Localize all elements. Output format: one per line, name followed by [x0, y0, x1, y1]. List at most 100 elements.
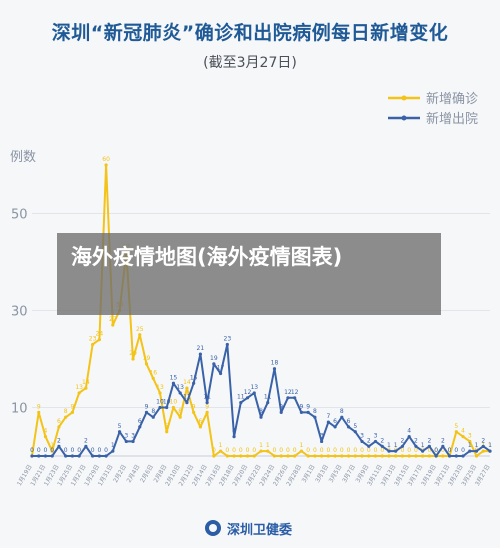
data-point — [212, 362, 216, 366]
data-label: 0 — [70, 447, 74, 454]
data-label: 2 — [380, 437, 384, 444]
data-point — [313, 454, 317, 458]
data-point — [481, 444, 485, 448]
data-point — [218, 371, 223, 376]
data-label: 0 — [44, 447, 48, 454]
data-label: 0 — [367, 447, 371, 454]
data-point — [407, 435, 411, 439]
data-label: 11 — [264, 394, 272, 401]
data-point — [360, 439, 364, 444]
data-point — [326, 420, 330, 424]
data-point — [239, 454, 243, 458]
data-label: 9 — [279, 403, 283, 410]
data-label: 2 — [441, 437, 445, 444]
data-label: 9 — [299, 403, 303, 410]
data-point — [373, 439, 378, 444]
data-point — [43, 435, 48, 439]
data-label: 6 — [198, 418, 202, 425]
data-point — [380, 454, 384, 458]
data-label: 8 — [340, 408, 344, 415]
data-label: 6 — [347, 418, 351, 425]
data-point — [461, 454, 465, 458]
data-point — [299, 449, 304, 453]
data-point — [104, 163, 108, 167]
data-label: 0 — [353, 447, 357, 454]
data-label: 5 — [118, 423, 122, 430]
y-tick-label: 10 — [11, 402, 28, 417]
data-label: 0 — [104, 447, 108, 454]
data-point — [104, 454, 108, 458]
data-point — [367, 444, 371, 448]
y-tick-label: 30 — [11, 305, 28, 320]
data-label: 0 — [306, 447, 310, 454]
data-label: 1 — [50, 442, 54, 449]
data-label: 10 — [170, 399, 178, 406]
data-point — [97, 454, 101, 458]
data-point — [373, 454, 378, 458]
data-point — [138, 425, 142, 429]
data-point — [205, 401, 209, 405]
data-point — [454, 454, 458, 458]
data-label: 2 — [401, 437, 405, 444]
data-point — [346, 425, 351, 429]
data-label: 6 — [138, 418, 142, 425]
data-point — [218, 449, 223, 453]
data-point — [131, 357, 135, 361]
data-label: 11 — [203, 394, 211, 401]
data-point — [320, 454, 324, 458]
data-label: 13 — [176, 384, 184, 391]
data-label: 27 — [109, 316, 117, 323]
data-point — [50, 449, 54, 453]
data-label: 0 — [212, 447, 216, 454]
data-label: 23 — [224, 335, 232, 342]
data-point — [353, 430, 357, 434]
data-label: 3 — [374, 432, 378, 439]
data-point — [272, 454, 277, 458]
data-label: 1 — [111, 442, 115, 449]
data-label: 0 — [434, 447, 438, 454]
data-label: 25 — [136, 326, 144, 333]
data-label: 1 — [475, 442, 479, 449]
footer-org-name: 深圳卫健委 — [227, 522, 293, 538]
data-point — [178, 415, 182, 419]
data-label: 16 — [149, 369, 157, 376]
data-label: 9 — [70, 403, 74, 410]
data-label: 2 — [84, 437, 88, 444]
data-point — [77, 391, 81, 395]
data-point — [64, 454, 68, 458]
data-point — [279, 454, 283, 458]
data-label: 0 — [252, 447, 256, 454]
data-label: 8 — [64, 408, 68, 415]
data-point — [427, 444, 431, 448]
data-point — [394, 449, 398, 453]
data-point — [286, 396, 290, 400]
data-label: 0 — [313, 447, 317, 454]
legend-swatch-dot — [401, 115, 407, 121]
data-label: 0 — [340, 447, 344, 454]
data-label: 8 — [151, 408, 155, 415]
data-point — [245, 454, 250, 458]
data-label: 9 — [145, 403, 149, 410]
data-label: 0 — [414, 447, 418, 454]
data-point — [185, 386, 189, 390]
data-label: 0 — [77, 447, 81, 454]
data-point — [266, 401, 270, 405]
data-label: 8 — [259, 408, 263, 415]
data-label: 0 — [91, 447, 95, 454]
data-label: 6 — [333, 418, 337, 425]
data-point — [441, 444, 445, 448]
data-label: 1 — [299, 442, 303, 449]
y-axis-label: 例数 — [10, 150, 37, 165]
data-point — [232, 435, 236, 439]
data-point — [91, 342, 95, 347]
data-label: 20 — [129, 350, 137, 357]
data-label: 0 — [50, 447, 54, 454]
data-point — [70, 410, 75, 414]
data-point — [394, 454, 398, 458]
data-label: 12 — [284, 389, 292, 396]
data-point — [225, 454, 229, 458]
watermark-text: 海外疫情地图(海外疫情图表) — [71, 245, 343, 269]
data-label: 5 — [454, 423, 458, 430]
data-label: 13 — [75, 384, 83, 391]
